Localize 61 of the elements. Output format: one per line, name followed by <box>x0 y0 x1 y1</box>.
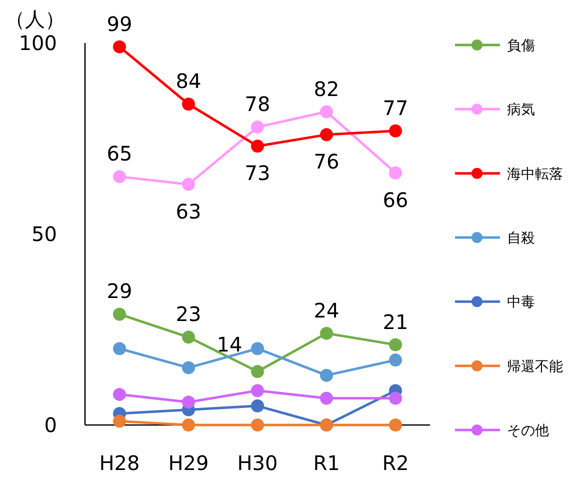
point <box>320 392 333 405</box>
data-label: 63 <box>176 199 202 224</box>
point <box>320 368 333 382</box>
y-tick-label: 0 <box>44 413 57 437</box>
y-tick-label: 100 <box>18 31 57 55</box>
point <box>320 128 333 142</box>
point <box>113 308 126 321</box>
point <box>251 342 264 356</box>
x-tick-label: H29 <box>168 451 209 475</box>
data-label: 76 <box>314 150 340 174</box>
point <box>113 414 126 428</box>
x-tick-label: R1 <box>313 451 340 475</box>
point <box>182 178 195 191</box>
point <box>320 326 333 340</box>
data-label: 84 <box>176 69 202 94</box>
legend-label: 中毒 <box>507 294 535 311</box>
point <box>389 354 402 367</box>
point <box>251 399 264 412</box>
point <box>389 418 402 432</box>
x-tick-label: H28 <box>99 451 140 475</box>
point <box>320 105 333 118</box>
point <box>251 140 264 153</box>
point <box>389 124 402 138</box>
point <box>251 384 264 398</box>
point <box>389 338 402 352</box>
data-label: 14 <box>216 332 242 357</box>
point <box>182 396 195 409</box>
data-label: 24 <box>314 298 340 322</box>
data-label: 66 <box>382 188 408 212</box>
legend-label: 病気 <box>507 102 535 118</box>
point <box>113 40 126 54</box>
point <box>182 330 195 344</box>
data-label: 21 <box>382 310 408 334</box>
legend-label: 自殺 <box>507 230 535 246</box>
point <box>113 388 126 401</box>
point <box>389 166 402 180</box>
data-label: 65 <box>106 142 132 166</box>
data-label: 29 <box>106 279 132 304</box>
data-label: 99 <box>106 12 132 36</box>
legend-label: 帰還不能 <box>507 358 563 375</box>
point <box>182 98 195 111</box>
data-label: 82 <box>314 76 340 101</box>
x-tick-label: H30 <box>237 451 278 475</box>
y-tick-label: 50 <box>32 222 57 246</box>
point <box>389 392 402 405</box>
data-label: 77 <box>382 96 408 120</box>
point <box>182 418 195 432</box>
data-label: 23 <box>176 302 202 326</box>
y-axis-title: （人） <box>5 7 65 31</box>
data-label: 73 <box>244 161 270 186</box>
x-tick-label: R2 <box>382 451 409 475</box>
point <box>182 361 195 374</box>
legend-label: 海中転落 <box>507 166 563 182</box>
point <box>251 120 264 134</box>
point <box>113 170 126 184</box>
point <box>251 365 264 378</box>
point <box>113 342 126 356</box>
legend-label: 負傷 <box>507 38 535 54</box>
legend-label: その他 <box>507 423 549 439</box>
point <box>251 418 264 432</box>
data-label: 78 <box>244 92 270 116</box>
